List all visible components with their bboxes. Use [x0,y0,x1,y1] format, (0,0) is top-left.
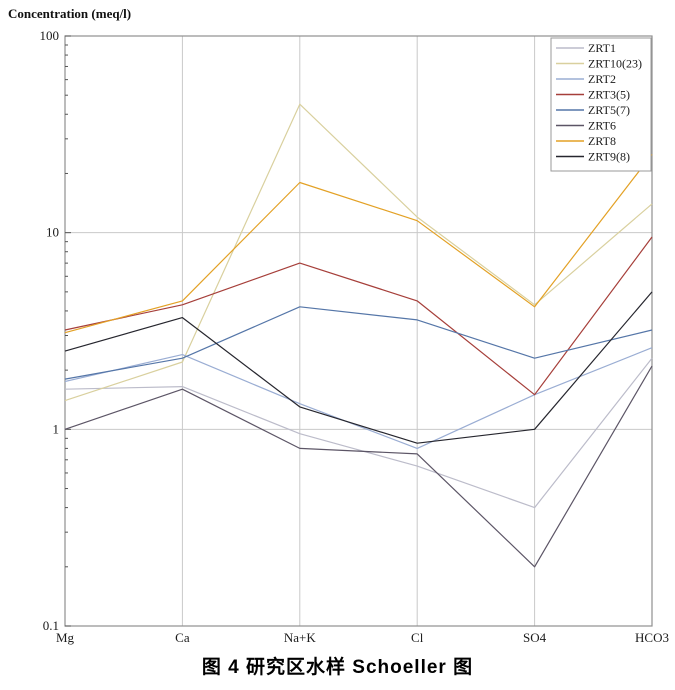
legend-item-ZRT9(8): ZRT9(8) [556,150,630,164]
y-axis-labels: 100 10 1 0.1 [40,28,60,633]
svg-text:Na+K: Na+K [284,630,316,645]
schoeller-chart: 100 10 1 0.1 Mg Ca Na+K Cl SO4 HCO3 ZRT1 ZRT10(23) Z… [40,28,669,645]
plot-border [64,35,653,627]
svg-text:1: 1 [53,421,60,436]
svg-text:Cl: Cl [411,630,424,645]
svg-text:Mg: Mg [56,630,75,645]
y-axis-ticks [65,35,71,627]
legend-label: ZRT9(8) [588,150,630,164]
series-line-ZRT8 [64,154,653,334]
legend-label: ZRT8 [588,134,616,148]
legend-item-ZRT2: ZRT2 [556,72,616,86]
legend-item-ZRT8: ZRT8 [556,134,616,148]
legend-label: ZRT1 [588,41,616,55]
legend-item-ZRT5(7): ZRT5(7) [556,103,630,117]
series-line-ZRT5(7) [64,306,653,380]
series-line-ZRT1 [64,357,653,509]
legend-item-ZRT10(23): ZRT10(23) [556,57,642,71]
svg-text:Ca: Ca [175,630,190,645]
legend-label: ZRT5(7) [588,103,630,117]
svg-text:0.1: 0.1 [43,618,59,633]
legend-label: ZRT2 [588,72,616,86]
legend-label: ZRT6 [588,119,616,133]
legend-item-ZRT3(5): ZRT3(5) [556,88,630,102]
svg-text:100: 100 [40,28,60,43]
series-line-ZRT3(5) [64,236,653,396]
series-line-ZRT9(8) [64,291,653,444]
legend-item-ZRT1: ZRT1 [556,41,616,55]
legend-item-ZRT6: ZRT6 [556,119,616,133]
legend-box [550,37,652,172]
svg-text:SO4: SO4 [523,630,547,645]
legend-label: ZRT10(23) [588,57,642,71]
legend-label: ZRT3(5) [588,88,630,102]
figure-caption: 图 4 研究区水样 Schoeller 图 [201,657,474,678]
svg-text:HCO3: HCO3 [635,630,669,645]
series-line-ZRT6 [64,365,653,568]
svg-text:10: 10 [46,225,59,240]
x-axis-labels: Mg Ca Na+K Cl SO4 HCO3 [56,630,669,645]
y-axis-title: Concentration (meq/l) [8,6,132,21]
series-line-ZRT2 [64,347,653,449]
series-line-ZRT10(23) [64,103,653,402]
